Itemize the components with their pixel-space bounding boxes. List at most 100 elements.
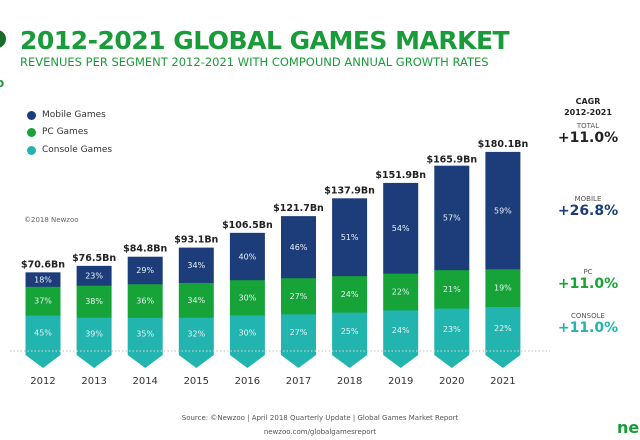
bar-segment-pc-games [434, 269, 470, 309]
bar-arrow-base [229, 350, 265, 368]
bar-arrow-base [434, 350, 470, 368]
segment-label: 29% [136, 266, 154, 275]
segment-label: 23% [85, 272, 103, 281]
cagr-value: +11.0% [557, 276, 619, 292]
x-tick-label: 2013 [81, 376, 106, 387]
x-tick-label: 2015 [184, 376, 209, 387]
cagr-mobile: MOBILE +26.8% [543, 195, 633, 219]
chart-title: 2012-2021 GLOBAL GAMES MARKET [20, 26, 510, 55]
segment-label: 23% [443, 325, 461, 334]
bar-segment-console-games [25, 315, 61, 350]
total-label: $121.7Bn [273, 203, 324, 214]
bar-arrow-base [332, 350, 368, 368]
total-label: $93.1Bn [174, 235, 218, 246]
segment-label: 32% [187, 330, 205, 339]
bar-arrow-base [485, 350, 521, 368]
bar-segment-pc-games [178, 282, 214, 318]
cagr-value: +11.0% [557, 320, 619, 336]
segment-label: 24% [341, 290, 359, 299]
bar-segment-pc-games [485, 268, 521, 307]
segment-label: 57% [443, 214, 461, 223]
bar-segment-pc-games [76, 285, 112, 318]
cagr-header-1: CAGR [575, 97, 601, 106]
segment-label: 34% [187, 261, 205, 270]
bar-segment-mobile-games [434, 165, 470, 271]
legend-swatch [27, 110, 36, 120]
bar-segment-pc-games [332, 275, 368, 313]
total-label: $70.6Bn [21, 259, 65, 270]
bar-segment-console-games [434, 308, 470, 350]
bar-arrow-base [127, 350, 163, 368]
segment-label: 37% [34, 297, 52, 306]
bar-segment-pc-games [25, 286, 61, 316]
segment-label: 22% [392, 288, 410, 297]
segment-label: 39% [85, 330, 103, 339]
x-tick-label: 2018 [337, 376, 362, 387]
segment-label: 30% [239, 328, 257, 337]
segment-label: 40% [239, 252, 257, 261]
bar-segment-console-games [127, 317, 163, 350]
total-label: $151.9Bn [375, 170, 426, 181]
total-label: $84.8Bn [123, 244, 167, 255]
total-label: $180.1Bn [478, 139, 529, 150]
bar-segment-pc-games [281, 277, 316, 315]
bar-segment-mobile-games [76, 265, 112, 286]
segment-label: 35% [136, 330, 154, 339]
bar-segment-mobile-games [383, 182, 419, 274]
legend-swatch [27, 127, 36, 137]
x-tick-label: 2021 [490, 376, 515, 387]
bar-segment-console-games [281, 313, 316, 350]
newzoo-logo-fragment: o [0, 76, 5, 90]
bar-segment-pc-games [127, 283, 163, 318]
legend-item-console: Console Games [27, 145, 112, 155]
x-tick-label: 2019 [388, 376, 413, 387]
total-label: $165.9Bn [426, 155, 477, 166]
cagr-value: +26.8% [557, 203, 619, 219]
segment-label: 27% [290, 328, 308, 337]
cagr-label: PC [583, 268, 593, 276]
bar-segment-console-games [485, 306, 521, 350]
cagr-label: TOTAL [576, 122, 600, 130]
segment-label: 25% [341, 327, 359, 336]
legend-label: Mobile Games [42, 110, 106, 120]
segment-label: 54% [392, 224, 410, 233]
legend-item-pc: PC Games [27, 127, 88, 137]
bar-segment-console-games [229, 314, 265, 350]
newzoo-logo-mark [0, 30, 6, 48]
cagr-total: TOTAL +11.0% [543, 122, 633, 146]
bar-arrow-base [25, 350, 61, 368]
segment-label: 34% [187, 296, 205, 305]
cagr-label: MOBILE [574, 195, 602, 203]
bar-segment-mobile-games [25, 272, 61, 287]
bar-segment-console-games [76, 317, 112, 350]
bar-segment-mobile-games [127, 256, 163, 285]
x-tick-label: 2016 [235, 376, 260, 387]
bar-segment-pc-games [383, 273, 419, 311]
legend-label: Console Games [42, 145, 113, 155]
bar-arrow-base [281, 350, 316, 368]
segment-label: 45% [34, 329, 52, 338]
segment-label: 51% [341, 233, 359, 242]
segment-label: 18% [34, 275, 52, 284]
bar-segment-mobile-games [281, 216, 316, 279]
bar-segment-mobile-games [178, 247, 214, 283]
newzoo-logo: ne [617, 418, 640, 437]
cagr-label: CONSOLE [571, 312, 605, 320]
source-note: Source: ©Newzoo | April 2018 Quarterly U… [181, 414, 459, 422]
segment-label: 30% [239, 293, 257, 302]
x-tick-label: 2020 [439, 376, 464, 387]
segment-label: 27% [290, 292, 308, 301]
total-label: $76.5Bn [72, 253, 116, 264]
segment-label: 24% [392, 326, 410, 335]
cagr-value: +11.0% [557, 130, 619, 146]
legend-label: PC Games [42, 127, 89, 137]
legend-item-mobile: Mobile Games [27, 110, 106, 120]
segment-label: 59% [494, 206, 512, 215]
x-tick-label: 2017 [286, 376, 311, 387]
cagr-header-2: 2012-2021 [564, 108, 612, 117]
chart-subtitle: REVENUES PER SEGMENT 2012-2021 WITH COMP… [20, 55, 489, 69]
cagr-console: CONSOLE +11.0% [543, 312, 633, 336]
segment-label: 38% [85, 297, 103, 306]
segment-label: 46% [290, 243, 308, 252]
